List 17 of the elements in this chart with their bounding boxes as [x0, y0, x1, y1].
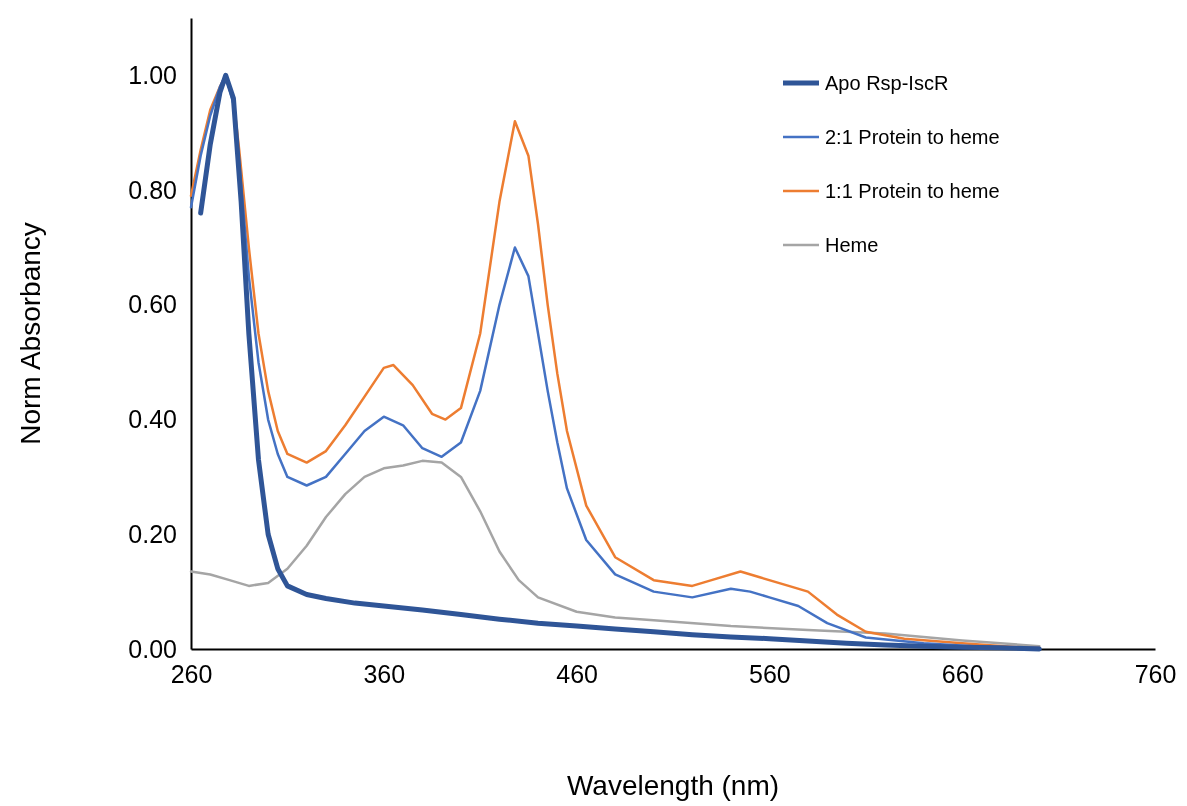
y-tick-label: 0.20	[128, 519, 177, 548]
legend-label: 1:1 Protein to heme	[825, 180, 1000, 202]
x-tick-label: 560	[749, 659, 791, 688]
x-tick-label: 360	[363, 659, 406, 688]
y-tick-label: 0.60	[128, 290, 177, 319]
y-tick-label: 0.80	[128, 175, 177, 204]
legend-label: Apo Rsp-IscR	[825, 72, 949, 94]
y-axis-title: Norm Absorbancy	[15, 222, 46, 445]
x-tick-label: 760	[1134, 659, 1177, 688]
x-tick-label: 660	[941, 659, 984, 688]
line-series	[189, 459, 1041, 648]
x-axis-title: Wavelength (nm)	[566, 770, 780, 801]
legend-label: 2:1 Protein to heme	[825, 126, 1000, 148]
y-tick-label: 0.40	[128, 405, 177, 434]
legend-label: Heme	[825, 234, 879, 256]
y-tick-label: 1.00	[128, 60, 177, 89]
x-tick-label: 460	[556, 659, 598, 688]
